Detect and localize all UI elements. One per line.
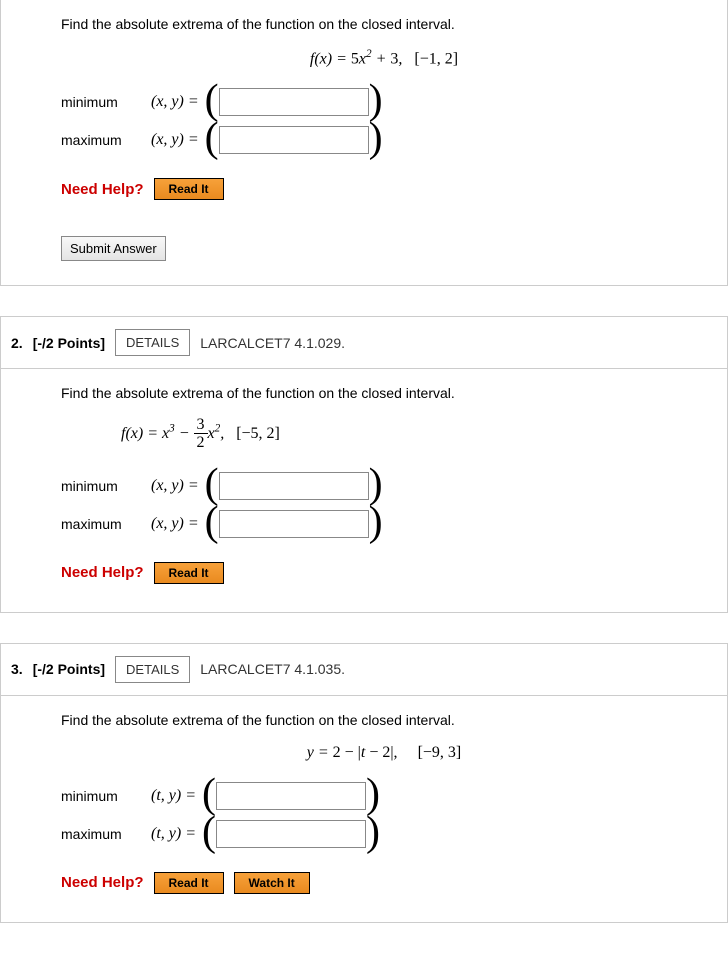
q3-min-input[interactable] <box>216 782 366 810</box>
q2-max-input[interactable] <box>219 510 369 538</box>
q1-min-input[interactable] <box>219 88 369 116</box>
q3-min-ty: (t, y) = <box>151 787 196 805</box>
q1-max-label: maximum <box>61 132 151 148</box>
q3-min-label: minimum <box>61 788 151 804</box>
q2-min-label: minimum <box>61 478 151 494</box>
q2-help-row: Need Help? Read It <box>61 562 707 584</box>
frac-num: 3 <box>194 417 208 434</box>
q2-min-row: minimum (x, y) = ( ) <box>61 472 707 500</box>
read-it-button[interactable]: Read It <box>154 562 224 584</box>
question-3: 3. [-/2 Points] DETAILS LARCALCET7 4.1.0… <box>0 643 728 923</box>
q3-max-input[interactable] <box>216 820 366 848</box>
q3-max-row: maximum (t, y) = ( ) <box>61 820 707 848</box>
q1-max-row: maximum (x, y) = ( ) <box>61 126 707 154</box>
watch-it-button[interactable]: Watch It <box>234 872 310 894</box>
q2-max-label: maximum <box>61 516 151 532</box>
q2-formula-suffix: x2, [−5, 2] <box>208 425 280 442</box>
q2-max-row: maximum (x, y) = ( ) <box>61 510 707 538</box>
q3-prompt: Find the absolute extrema of the functio… <box>61 712 707 728</box>
q1-help-row: Need Help? Read It <box>61 178 707 200</box>
q3-max-label: maximum <box>61 826 151 842</box>
q2-source: LARCALCET7 4.1.029. <box>200 335 345 351</box>
q1-prompt: Find the absolute extrema of the functio… <box>61 16 707 32</box>
q3-number: 3. <box>11 661 23 677</box>
frac-den: 2 <box>194 434 208 452</box>
q3-max-ty: (t, y) = <box>151 825 196 843</box>
q3-points: [-/2 Points] <box>33 661 105 677</box>
q3-source: LARCALCET7 4.1.035. <box>200 661 345 677</box>
q2-number: 2. <box>11 335 23 351</box>
q1-min-label: minimum <box>61 94 151 110</box>
q3-formula: y = 2 − |t − 2|, [−9, 3] <box>61 744 707 762</box>
need-help-label: Need Help? <box>61 181 144 198</box>
q1-max-input[interactable] <box>219 126 369 154</box>
q1-formula: f(x) = 5x2 + 3, [−1, 2] <box>61 48 707 68</box>
q2-prompt: Find the absolute extrema of the functio… <box>61 385 707 401</box>
q2-content: Find the absolute extrema of the functio… <box>1 368 727 612</box>
need-help-label: Need Help? <box>61 564 144 581</box>
question-2: 2. [-/2 Points] DETAILS LARCALCET7 4.1.0… <box>0 316 728 613</box>
submit-answer-button[interactable]: Submit Answer <box>61 236 166 261</box>
details-button[interactable]: DETAILS <box>115 329 190 356</box>
q1-max-xy: (x, y) = <box>151 131 199 149</box>
fraction-icon: 32 <box>194 417 208 452</box>
q2-max-xy: (x, y) = <box>151 515 199 533</box>
details-button[interactable]: DETAILS <box>115 656 190 683</box>
q3-header: 3. [-/2 Points] DETAILS LARCALCET7 4.1.0… <box>1 644 727 695</box>
need-help-label: Need Help? <box>61 874 144 891</box>
q2-formula: f(x) = x3 − 32x2, [−5, 2] <box>61 417 707 452</box>
read-it-button[interactable]: Read It <box>154 872 224 894</box>
question-1-content: Find the absolute extrema of the functio… <box>1 0 727 285</box>
question-1: Find the absolute extrema of the functio… <box>0 0 728 286</box>
read-it-button[interactable]: Read It <box>154 178 224 200</box>
q1-min-xy: (x, y) = <box>151 93 199 111</box>
q3-help-row: Need Help? Read It Watch It <box>61 872 707 894</box>
q2-formula-prefix: f(x) = x3 − <box>121 425 194 442</box>
q2-points: [-/2 Points] <box>33 335 105 351</box>
q3-content: Find the absolute extrema of the functio… <box>1 695 727 922</box>
q2-min-input[interactable] <box>219 472 369 500</box>
q2-min-xy: (x, y) = <box>151 477 199 495</box>
q3-min-row: minimum (t, y) = ( ) <box>61 782 707 810</box>
q2-header: 2. [-/2 Points] DETAILS LARCALCET7 4.1.0… <box>1 317 727 368</box>
q1-min-row: minimum (x, y) = ( ) <box>61 88 707 116</box>
